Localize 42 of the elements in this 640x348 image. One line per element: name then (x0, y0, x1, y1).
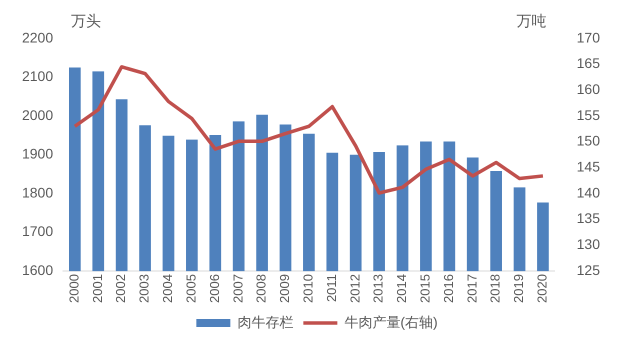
x-tick-label: 2018 (488, 274, 503, 303)
x-tick-label: 2003 (136, 274, 152, 303)
x-tick-label: 2001 (90, 274, 105, 303)
y-tick-label: 2200 (22, 29, 54, 46)
x-tick-label: 2007 (230, 274, 246, 303)
x-tick-label: 2010 (300, 274, 316, 303)
x-tick-label: 2004 (160, 274, 176, 303)
y-tick-label: 2000 (22, 106, 54, 123)
y-tick-label: 2100 (22, 68, 54, 84)
x-tick-label: 2017 (464, 274, 480, 303)
x-tick-label: 2016 (440, 274, 456, 303)
y2-tick-label: 165 (576, 55, 600, 72)
y2-tick-label: 150 (576, 132, 600, 149)
y2-tick-label: 170 (576, 29, 600, 46)
y2-tick-label: 140 (576, 184, 600, 200)
x-tick-label: 2011 (324, 274, 339, 302)
legend-label: 肉牛存栏 (237, 314, 294, 330)
x-tick-label: 2006 (206, 274, 222, 303)
y2-tick-label: 135 (576, 210, 600, 226)
x-tick-label: 2013 (370, 274, 386, 303)
x-tick-label: 2009 (277, 274, 292, 303)
y-axis-title: 万头 (71, 13, 102, 30)
y-tick-label: 1900 (22, 146, 54, 162)
y2-tick-label: 160 (576, 80, 600, 97)
x-tick-label: 2014 (394, 274, 410, 303)
x-tick-label: 2012 (347, 274, 362, 303)
y-tick-label: 1700 (22, 223, 54, 240)
x-tick-label: 2020 (534, 274, 550, 303)
y-tick-label: 1800 (22, 184, 54, 200)
y2-tick-label: 125 (576, 262, 600, 278)
x-tick-label: 2000 (66, 274, 82, 303)
x-tick-label: 2002 (113, 274, 128, 303)
y2-tick-label: 145 (576, 158, 600, 175)
y-tick-label: 1600 (22, 262, 54, 278)
legend-label: 牛肉产量(右轴) (344, 314, 438, 330)
y2-tick-label: 155 (576, 106, 600, 123)
x-tick-label: 2015 (417, 274, 432, 303)
x-tick-label: 2005 (183, 274, 198, 303)
y2-axis-title: 万吨 (516, 13, 547, 30)
x-tick-label: 2008 (254, 274, 269, 303)
x-tick-label: 2019 (511, 274, 526, 303)
y2-tick-label: 130 (576, 236, 600, 252)
